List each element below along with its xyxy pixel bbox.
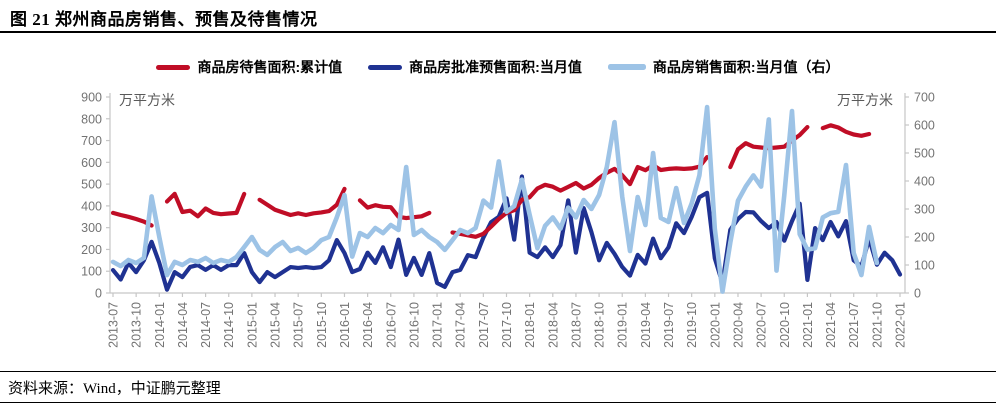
x-axis-label: 2020-07 (755, 302, 769, 348)
legend-swatch-3 (607, 64, 646, 70)
x-axis-label: 2016-01 (338, 302, 352, 348)
right-axis-label: 700 (914, 91, 935, 105)
x-axis-label: 2021-01 (801, 302, 815, 348)
left-axis-label: 500 (81, 178, 102, 192)
x-axis-label: 2015-04 (269, 302, 283, 348)
x-axis-label: 2020-01 (708, 302, 722, 348)
x-axis-label: 2018-04 (546, 302, 560, 348)
x-axis-label: 2017-10 (500, 302, 514, 348)
left-axis-label: 200 (81, 243, 102, 257)
x-axis-label: 2021-07 (847, 302, 861, 348)
right-axis-label: 200 (914, 231, 935, 245)
right-axis-label: 500 (914, 147, 935, 161)
x-axis-label: 2022-01 (894, 302, 908, 348)
x-axis-label: 2017-01 (431, 302, 445, 348)
series-line-1 (110, 123, 872, 239)
right-axis-label: 400 (914, 175, 935, 189)
x-axis-label: 2019-07 (662, 302, 676, 348)
left-axis-label: 700 (81, 134, 102, 148)
right-axis-label: 600 (914, 119, 935, 133)
source-divider-bottom (0, 402, 996, 403)
left-axis-label: 800 (81, 112, 102, 126)
x-axis-label: 2021-10 (870, 302, 884, 348)
left-axis-label: 100 (81, 265, 102, 279)
x-axis-label: 2016-07 (384, 302, 398, 348)
x-axis-label: 2015-07 (292, 302, 306, 348)
x-axis-label: 2013-07 (107, 302, 121, 348)
right-axis-unit-label: 万平方米 (837, 92, 893, 108)
x-axis-label: 2020-10 (778, 302, 792, 348)
x-axis-label: 2014-04 (176, 302, 190, 348)
x-axis-label: 2017-07 (477, 302, 491, 348)
x-axis-label: 2019-01 (616, 302, 630, 348)
x-axis-label: 2019-04 (639, 302, 653, 348)
legend-label-3: 商品房销售面积:当月值（右） (652, 59, 840, 75)
x-axis-label: 2016-10 (407, 302, 421, 348)
left-axis-label: 600 (81, 156, 102, 170)
x-axis-label: 2020-04 (731, 302, 745, 348)
figure-title: 图 21 郑州商品房销售、预售及待售情况 (10, 10, 318, 29)
left-axis-label: 400 (81, 199, 102, 213)
legend-label-1: 商品房待售面积:累计值 (197, 59, 343, 75)
title-divider (0, 31, 996, 33)
x-axis-label: 2016-04 (361, 302, 375, 348)
legend-item-1: 商品房待售面积:累计值 (156, 57, 342, 77)
left-axis-label: 0 (95, 287, 102, 301)
source-note: 资料来源：Wind，中证鹏元整理 (8, 381, 221, 397)
x-axis-label: 2015-01 (245, 302, 259, 348)
series-line-3 (110, 104, 880, 294)
x-axis-label: 2014-01 (153, 302, 167, 348)
x-axis-label: 2018-10 (593, 302, 607, 348)
chart-legend: 商品房待售面积:累计值 商品房批准预售面积:当月值 商品房销售面积:当月值（右） (0, 57, 996, 77)
x-axis-label: 2018-07 (569, 302, 583, 348)
left-axis-label: 900 (81, 91, 102, 105)
legend-swatch-2 (368, 64, 403, 70)
x-axis-label: 2017-04 (454, 302, 468, 348)
x-axis-label: 2014-07 (199, 302, 213, 348)
left-axis-label: 300 (81, 221, 102, 235)
right-axis-label: 0 (914, 287, 921, 301)
legend-item-2: 商品房批准预售面积:当月值 (368, 57, 582, 77)
right-axis-label: 300 (914, 203, 935, 217)
right-axis-label: 100 (914, 259, 935, 273)
source-divider-top (0, 371, 996, 372)
x-axis-label: 2015-10 (315, 302, 329, 348)
left-axis-unit-label: 万平方米 (119, 92, 175, 108)
legend-item-3: 商品房销售面积:当月值（右） (607, 57, 840, 77)
x-axis-label: 2019-10 (685, 302, 699, 348)
x-axis-label: 2018-01 (523, 302, 537, 348)
legend-label-2: 商品房批准预售面积:当月值 (409, 59, 582, 75)
x-axis-label: 2013-10 (130, 302, 144, 348)
legend-swatch-1 (156, 64, 191, 70)
x-axis-label: 2021-04 (824, 302, 838, 348)
x-axis-label: 2014-10 (222, 302, 236, 348)
